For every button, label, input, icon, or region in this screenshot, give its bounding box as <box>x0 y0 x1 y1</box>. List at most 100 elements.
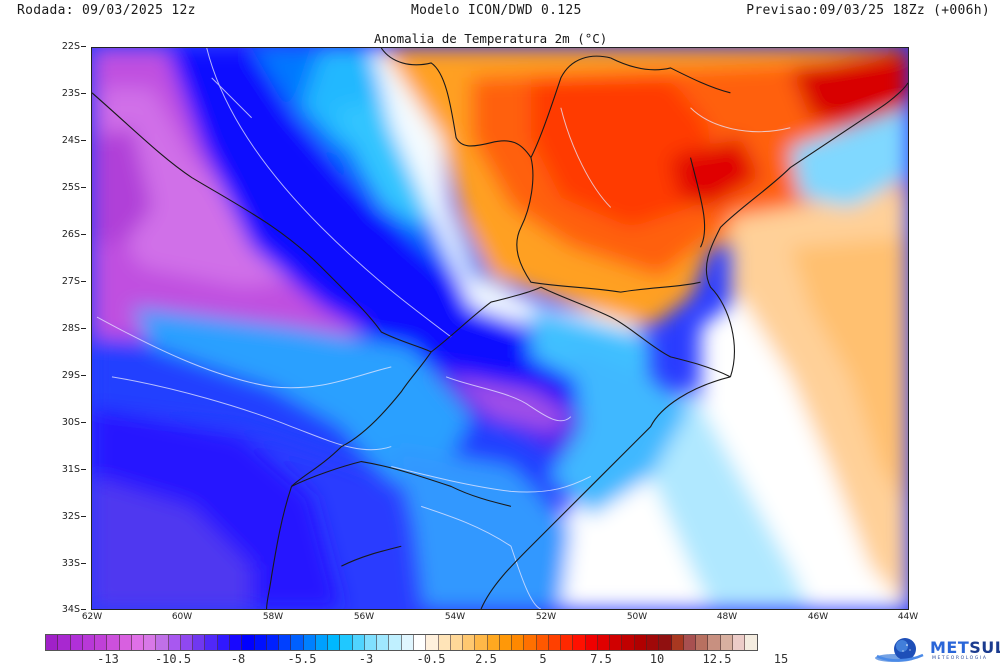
colorbar-swatch <box>634 635 648 650</box>
model-label: Modelo ICON/DWD 0.125 <box>411 3 582 18</box>
colorbar-swatch <box>303 635 316 650</box>
lon-tick: 44W <box>897 612 919 622</box>
colorbar-label: -3 <box>358 652 374 666</box>
colorbar-swatch <box>168 635 181 650</box>
colorbar-swatch <box>82 635 96 650</box>
colorbar-swatch <box>205 635 218 650</box>
colorbar-swatch <box>512 635 525 650</box>
lat-tick: 27S <box>0 276 86 287</box>
colorbar-swatch <box>732 635 746 650</box>
colorbar-swatch <box>696 635 709 650</box>
colorbar-swatch <box>597 635 611 650</box>
colorbar-swatch <box>156 635 169 650</box>
colorbar-label: 2.5 <box>475 652 497 666</box>
colorbar-swatch <box>315 635 329 650</box>
colorbar-swatch <box>70 635 83 650</box>
lat-tick: 25S <box>0 182 86 193</box>
colorbar-swatch <box>720 635 733 650</box>
colorbar-swatch <box>426 635 439 650</box>
colorbar-swatch <box>536 635 549 650</box>
lat-tick: 30S <box>0 417 86 428</box>
colorbar-swatch <box>463 635 476 650</box>
colorbar-swatch <box>328 635 341 650</box>
colorbar-swatch <box>144 635 157 650</box>
colorbar-swatch <box>340 635 353 650</box>
colorbar-swatch <box>180 635 194 650</box>
colorbar-swatch <box>647 635 660 650</box>
run-time-label: Rodada: 09/03/2025 12z <box>17 3 196 18</box>
metsul-logo: METSUL METEOROLOGIA <box>873 636 1000 664</box>
colorbar-label: 10 <box>649 652 665 666</box>
lon-tick: 54W <box>444 612 466 622</box>
colorbar-swatch <box>119 635 132 650</box>
colorbar-swatch <box>671 635 684 650</box>
colorbar-swatch <box>352 635 365 650</box>
colorbar-swatch <box>585 635 598 650</box>
lat-tick: 32S <box>0 511 86 522</box>
forecast-time-label: Previsao:09/03/25 18Zz (+006h) <box>746 3 990 18</box>
lat-tick: 28S <box>0 323 86 334</box>
colorbar-swatch <box>279 635 292 650</box>
colorbar-swatch <box>266 635 280 650</box>
colorbar-swatch <box>438 635 451 650</box>
colorbar-swatch <box>377 635 390 650</box>
lat-tick: 34S <box>0 604 86 615</box>
lat-tick: 22S <box>0 41 86 52</box>
colorbar-swatch <box>745 635 758 650</box>
lon-tick: 58W <box>262 612 284 622</box>
lat-tick: 23S <box>0 88 86 99</box>
lat-tick: 24S <box>0 135 86 146</box>
colorbar-swatch <box>487 635 500 650</box>
colorbar-swatch <box>364 635 378 650</box>
lat-tick: 33S <box>0 558 86 569</box>
colorbar-label: -10.5 <box>154 652 192 666</box>
colorbar-swatch <box>254 635 267 650</box>
lon-tick: 50W <box>626 612 648 622</box>
colorbar-swatch <box>548 635 562 650</box>
colorbar-swatch <box>561 635 574 650</box>
logo-wordmark: METSUL <box>930 638 1000 657</box>
colorbar-swatch <box>475 635 488 650</box>
logo-subtitle: METEOROLOGIA <box>932 656 988 661</box>
colorbar-swatch <box>524 635 537 650</box>
colorbar-label: 5 <box>539 652 547 666</box>
lat-tick: 29S <box>0 370 86 381</box>
lon-tick: 52W <box>535 612 557 622</box>
lon-tick: 48W <box>716 612 738 622</box>
colorbar-swatch <box>389 635 402 650</box>
colorbar-swatch <box>46 635 59 650</box>
globe-icon <box>875 638 924 662</box>
colorbar-swatch <box>107 635 120 650</box>
colorbar-swatch <box>401 635 414 650</box>
colorbar-swatch <box>229 635 243 650</box>
colorbar-swatch <box>610 635 623 650</box>
colorbar-swatch <box>95 635 108 650</box>
logo-sul: SUL <box>969 638 1000 657</box>
lon-tick: 62W <box>81 612 103 622</box>
colorbar-swatch <box>450 635 464 650</box>
colorbar-swatch <box>217 635 230 650</box>
colorbar-label: -13 <box>97 652 119 666</box>
temperature-anomaly-map <box>91 47 909 610</box>
colorbar-label: 7.5 <box>590 652 612 666</box>
lon-tick: 56W <box>353 612 375 622</box>
anomaly-field <box>92 48 908 609</box>
colorbar-label: -0.5 <box>416 652 446 666</box>
lon-tick: 46W <box>807 612 829 622</box>
colorbar <box>45 634 759 651</box>
colorbar-label: -5.5 <box>287 652 317 666</box>
colorbar-label: 12.5 <box>702 652 732 666</box>
colorbar-swatch <box>413 635 427 650</box>
colorbar-label: -8 <box>230 652 246 666</box>
colorbar-swatch <box>131 635 145 650</box>
colorbar-swatch <box>499 635 513 650</box>
logo-met: MET <box>930 638 970 657</box>
lon-tick: 60W <box>171 612 193 622</box>
colorbar-swatch <box>659 635 672 650</box>
lat-tick: 31S <box>0 464 86 475</box>
colorbar-swatch <box>58 635 71 650</box>
colorbar-swatch <box>291 635 304 650</box>
colorbar-swatch <box>708 635 721 650</box>
colorbar-swatch <box>573 635 586 650</box>
map-title: Anomalia de Temperatura 2m (°C) <box>374 31 608 46</box>
